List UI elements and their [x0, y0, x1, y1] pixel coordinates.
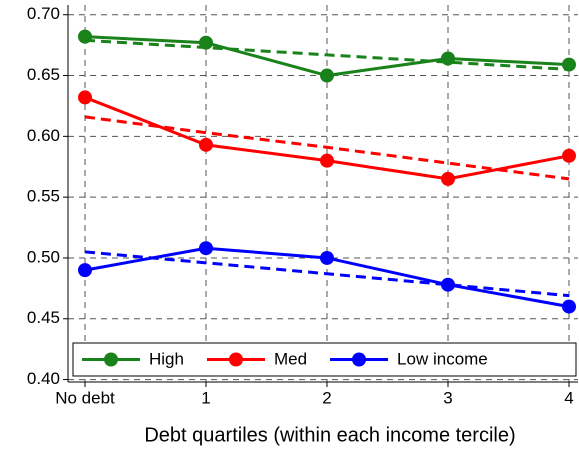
legend: High Med Low income — [72, 342, 577, 377]
y-tick-label: 0.45 — [27, 308, 60, 327]
marker — [562, 299, 576, 314]
marker — [78, 29, 92, 44]
trend-line — [84, 38, 570, 71]
x-tick-label: No debt — [55, 388, 115, 407]
marker — [320, 250, 334, 265]
marker — [78, 263, 92, 278]
marker — [441, 277, 455, 292]
y-tick-label: 0.65 — [27, 65, 60, 84]
marker — [78, 90, 92, 105]
x-tick-label: 3 — [443, 388, 452, 407]
marker — [441, 51, 455, 66]
x-tick-label: 1 — [201, 388, 210, 407]
legend-box — [72, 342, 577, 377]
y-tick-label: 0.60 — [27, 126, 60, 145]
legend-label: High — [149, 349, 184, 368]
trend-line — [84, 250, 570, 298]
marker — [320, 68, 334, 83]
legend-marker — [104, 352, 118, 367]
x-tick-label: 4 — [564, 388, 573, 407]
marker — [199, 35, 213, 50]
marker — [562, 148, 576, 163]
trend-line — [84, 115, 570, 181]
x-axis-label: Debt quartiles (within each income terci… — [144, 424, 515, 446]
marker — [441, 171, 455, 186]
y-tick-label: 0.40 — [27, 369, 60, 388]
marker — [199, 241, 213, 256]
y-tick-label: 0.50 — [27, 247, 60, 266]
marker — [199, 137, 213, 152]
marker — [562, 57, 576, 72]
legend-marker — [228, 352, 243, 367]
legend-marker — [352, 352, 367, 367]
legend-label: Low income — [397, 349, 488, 368]
y-tick-label: 0.70 — [27, 4, 60, 23]
y-tick-label: 0.55 — [27, 187, 60, 206]
marker — [320, 153, 334, 168]
x-tick-label: 2 — [322, 388, 331, 407]
legend-label: Med — [274, 349, 307, 368]
